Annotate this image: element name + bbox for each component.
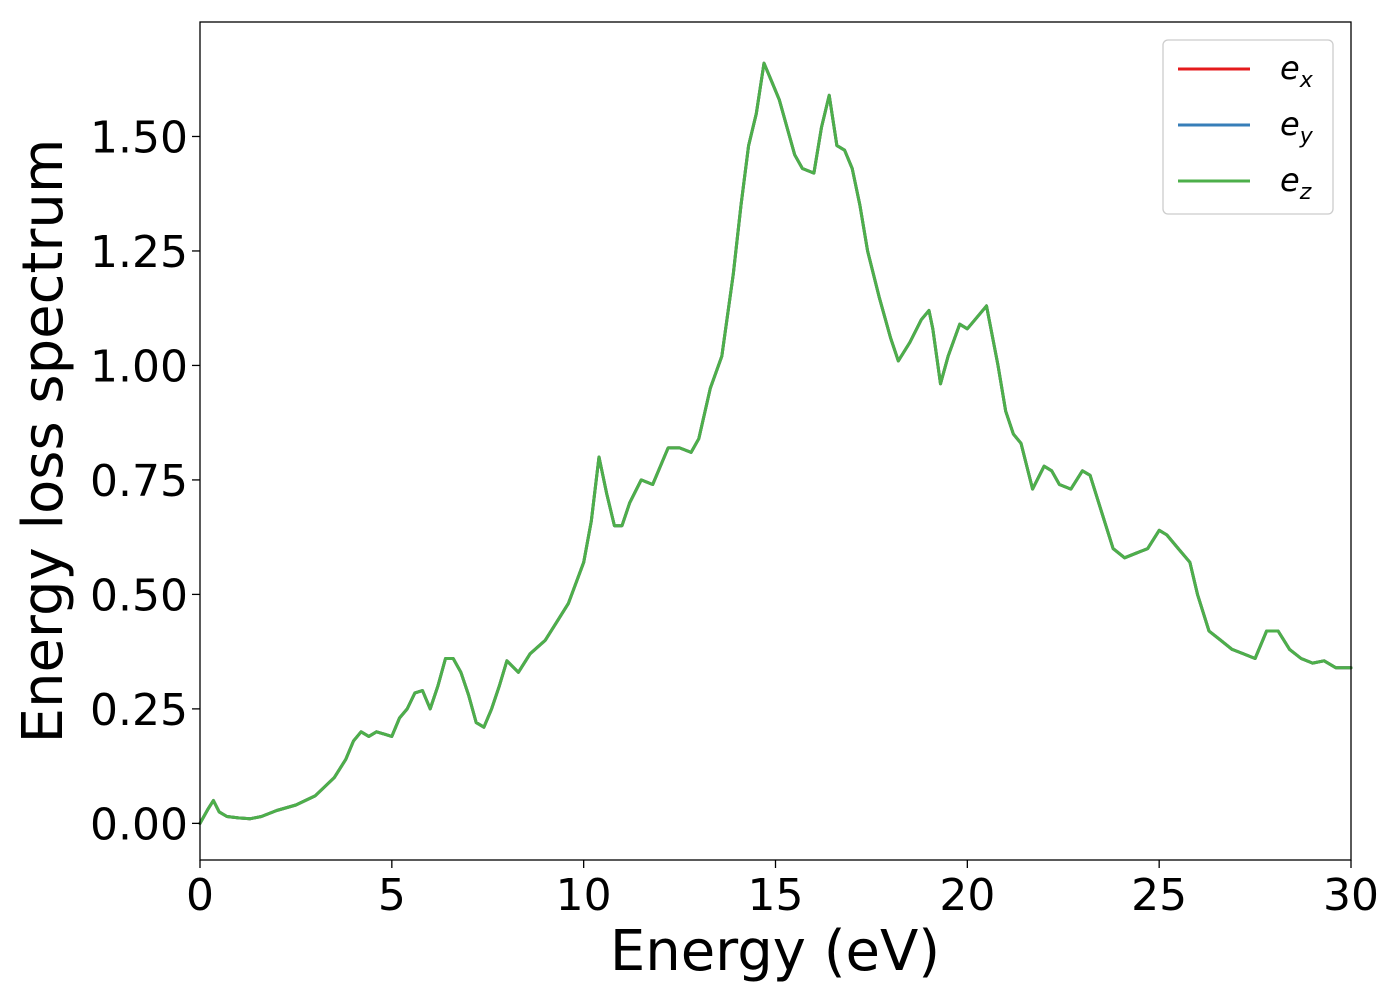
x-axis-label: Energy (eV) bbox=[610, 919, 940, 984]
y-tick-label: 1.00 bbox=[90, 341, 188, 392]
series-line-ez bbox=[198, 61, 1353, 825]
x-tick-label: 0 bbox=[186, 870, 214, 921]
x-tick-label: 10 bbox=[556, 870, 612, 921]
y-tick-label: 0.75 bbox=[90, 456, 188, 507]
y-axis: 0.00 0.25 0.50 0.75 1.00 1.25 1.50 bbox=[90, 112, 200, 850]
y-axis-label: Energy loss spectrum bbox=[11, 139, 76, 744]
y-tick-label: 1.50 bbox=[90, 112, 188, 163]
series-layer bbox=[198, 61, 1353, 825]
y-tick-label: 0.50 bbox=[90, 570, 188, 621]
x-tick-label: 5 bbox=[378, 870, 406, 921]
x-axis: 0 5 10 15 20 25 30 bbox=[186, 860, 1379, 921]
x-tick-label: 15 bbox=[748, 870, 804, 921]
y-tick-label: 0.00 bbox=[90, 799, 188, 850]
x-tick-label: 25 bbox=[1131, 870, 1187, 921]
x-tick-label: 30 bbox=[1323, 870, 1379, 921]
x-tick-label: 20 bbox=[939, 870, 995, 921]
y-tick-label: 1.25 bbox=[90, 227, 188, 278]
legend-box bbox=[1162, 39, 1334, 215]
y-tick-label: 0.25 bbox=[90, 685, 188, 736]
